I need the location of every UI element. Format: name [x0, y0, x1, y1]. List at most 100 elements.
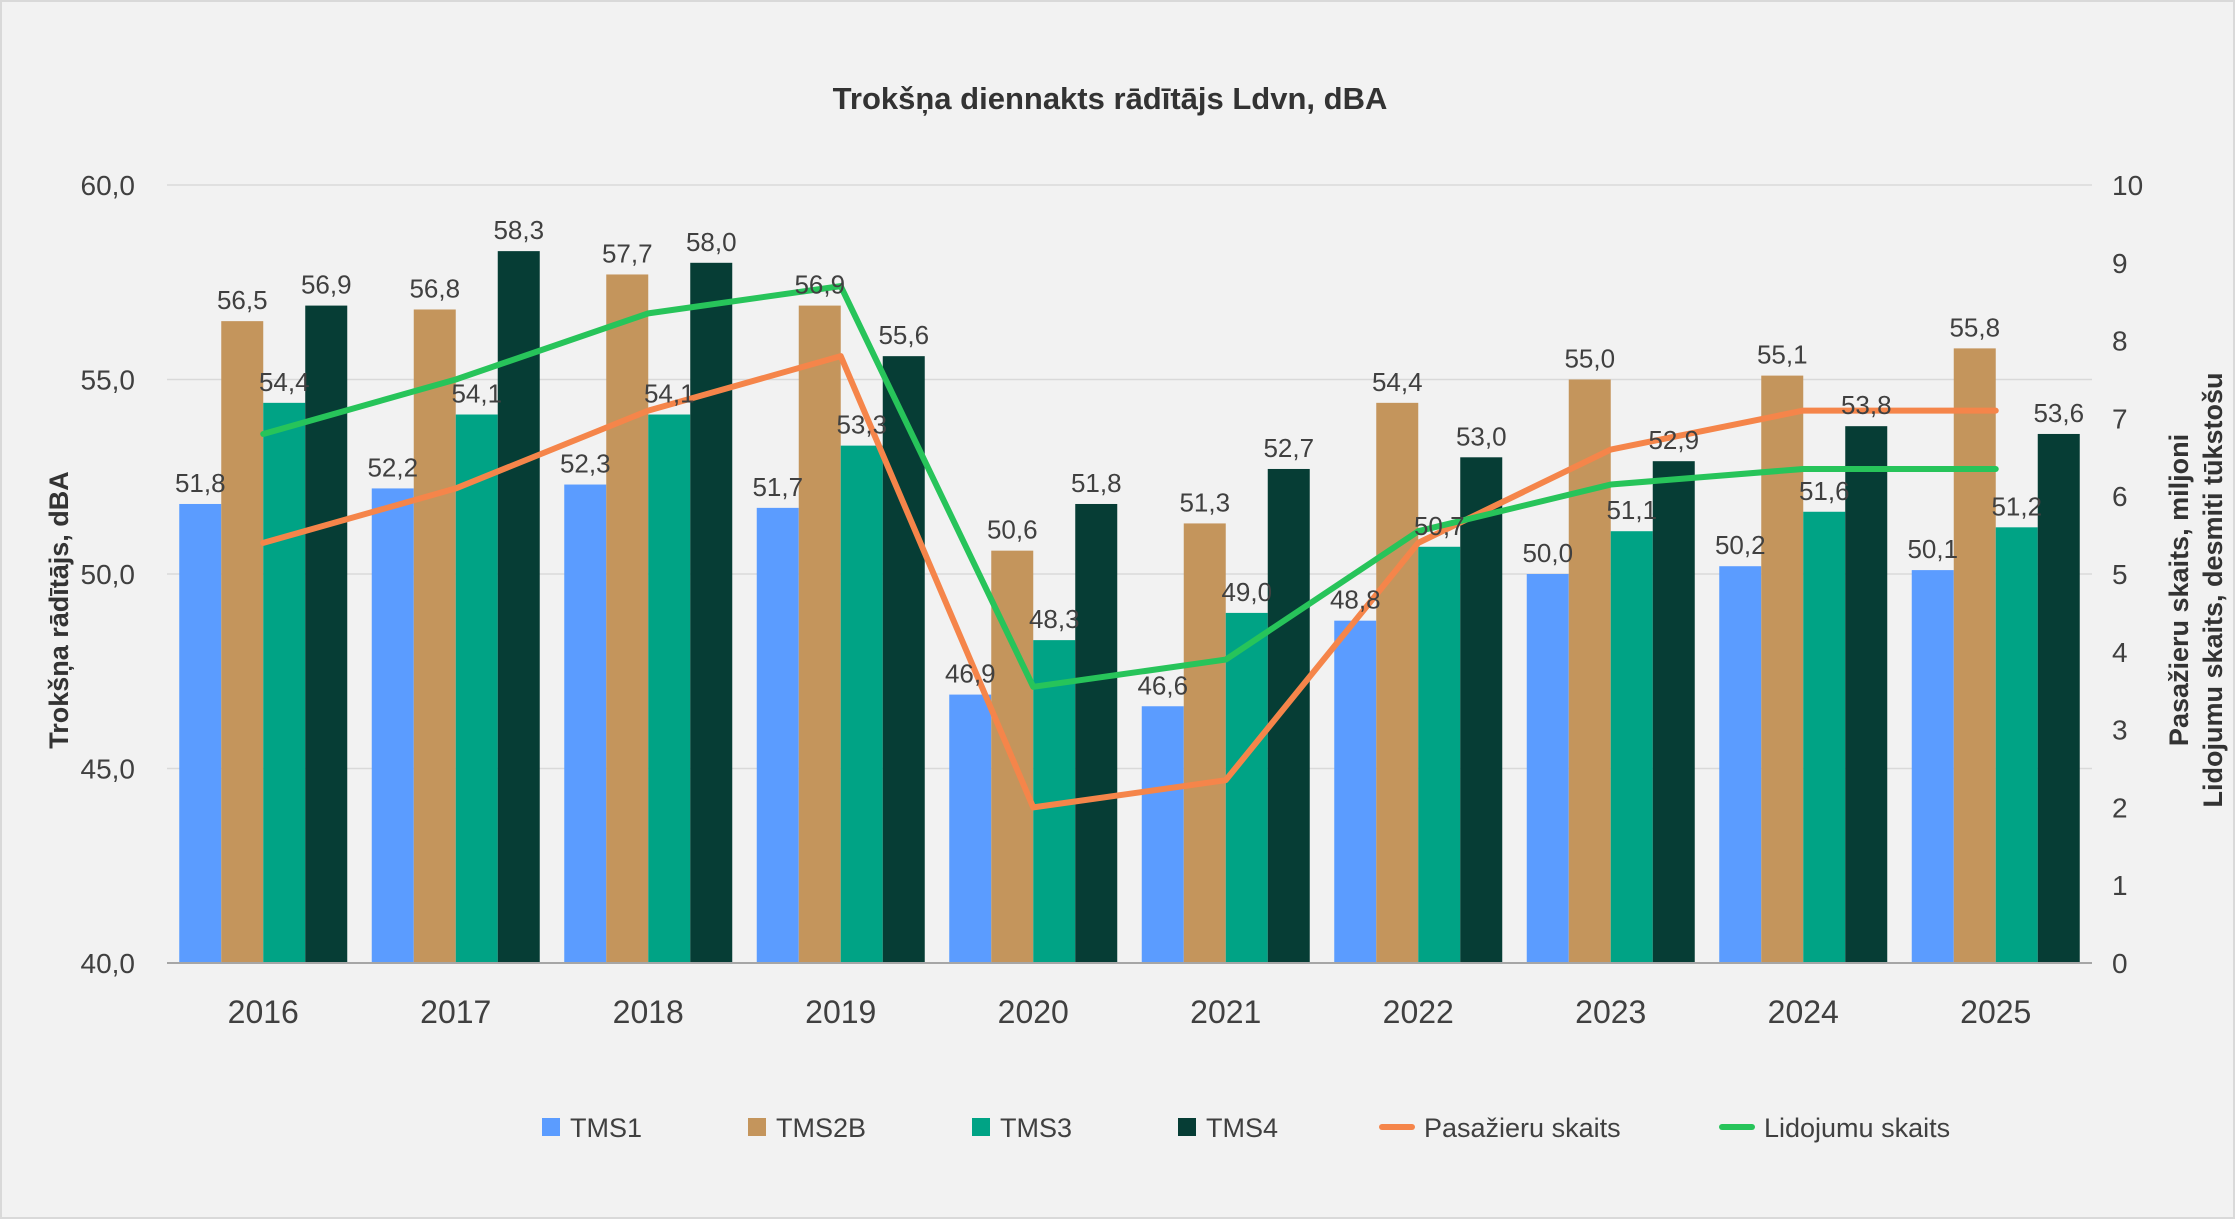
bar-tms1 [1719, 566, 1761, 963]
data-label: 49,0 [1221, 577, 1272, 607]
bar-tms2b [1184, 523, 1226, 963]
bar-tms3 [841, 446, 883, 963]
x-tick-label: 2022 [1383, 994, 1454, 1030]
data-label: 48,3 [1029, 604, 1080, 634]
legend-label: Lidojumu skaits [1764, 1113, 1950, 1143]
x-tick-label: 2017 [420, 994, 491, 1030]
y-tick-label: 40,0 [81, 948, 136, 979]
bar-tms3 [1611, 531, 1653, 963]
x-tick-label: 2025 [1960, 994, 2031, 1030]
data-label: 55,0 [1564, 344, 1615, 374]
bar-tms3 [1418, 547, 1460, 963]
data-label: 54,1 [451, 379, 502, 409]
y2-axis-title-line2: Lidojumu skaits, desmiti tūkstošu [2198, 372, 2228, 807]
data-label: 51,6 [1799, 476, 1850, 506]
legend-swatch [542, 1118, 560, 1136]
y2-tick-label: 6 [2112, 481, 2128, 512]
data-label: 51,8 [175, 468, 226, 498]
x-tick-label: 2016 [228, 994, 299, 1030]
data-label: 55,6 [878, 320, 929, 350]
bar-tms4 [2038, 434, 2080, 963]
data-label: 53,6 [2033, 398, 2084, 428]
x-tick-label: 2019 [805, 994, 876, 1030]
y2-tick-label: 0 [2112, 948, 2128, 979]
y2-tick-label: 2 [2112, 792, 2128, 823]
y-tick-label: 45,0 [81, 754, 136, 785]
bar-tms2b [1954, 348, 1996, 963]
bar-tms1 [1527, 574, 1569, 963]
legend-label: TMS3 [1000, 1113, 1072, 1143]
y-tick-label: 60,0 [81, 170, 136, 201]
data-label: 53,8 [1841, 390, 1892, 420]
data-label: 51,3 [1179, 487, 1230, 517]
bar-tms4 [1075, 504, 1117, 963]
data-label: 56,5 [217, 285, 268, 315]
y2-tick-label: 1 [2112, 870, 2128, 901]
data-label: 51,1 [1606, 495, 1657, 525]
bar-tms4 [1845, 426, 1887, 963]
y-tick-label: 55,0 [81, 365, 136, 396]
bar-tms3 [456, 415, 498, 963]
bar-tms3 [648, 415, 690, 963]
data-label: 56,9 [301, 270, 352, 300]
data-label: 50,1 [1907, 534, 1958, 564]
data-label: 51,2 [1991, 491, 2042, 521]
data-label: 58,3 [493, 215, 544, 245]
data-label: 55,1 [1757, 340, 1808, 370]
bar-tms2b [221, 321, 263, 963]
bar-tms4 [305, 306, 347, 963]
legend-label: Pasažieru skaits [1424, 1113, 1621, 1143]
y2-tick-label: 8 [2112, 326, 2128, 357]
bar-tms2b [1376, 403, 1418, 963]
y2-axis-title-line1: Pasažieru skaits, miljoni [2164, 434, 2194, 746]
data-label: 56,9 [794, 270, 845, 300]
y2-tick-label: 5 [2112, 559, 2128, 590]
data-label: 54,4 [1372, 367, 1423, 397]
bar-tms1 [179, 504, 221, 963]
data-label: 54,1 [644, 379, 695, 409]
data-label: 55,8 [1949, 312, 2000, 342]
legend-swatch [748, 1118, 766, 1136]
bar-tms1 [1334, 621, 1376, 963]
y2-tick-label: 3 [2112, 715, 2128, 746]
bar-tms3 [1226, 613, 1268, 963]
bar-tms4 [690, 263, 732, 963]
y2-tick-label: 4 [2112, 637, 2128, 668]
x-tick-label: 2018 [613, 994, 684, 1030]
data-label: 51,7 [752, 472, 803, 502]
bar-tms3 [1803, 512, 1845, 963]
bar-tms3 [1996, 527, 2038, 963]
bar-tms2b [606, 274, 648, 963]
data-label: 48,8 [1330, 585, 1381, 615]
bar-tms1 [757, 508, 799, 963]
bar-tms2b [1761, 376, 1803, 963]
chart-title: Trokšņa diennakts rādītājs Ldvn, dBA [833, 81, 1388, 116]
data-label: 46,6 [1137, 670, 1188, 700]
data-label: 53,3 [836, 410, 887, 440]
data-label: 56,8 [409, 273, 460, 303]
legend-label: TMS1 [570, 1113, 642, 1143]
y-tick-label: 50,0 [81, 559, 136, 590]
legend-label: TMS2B [776, 1113, 866, 1143]
y2-tick-label: 7 [2112, 403, 2128, 434]
data-label: 52,7 [1263, 433, 1314, 463]
bar-tms1 [372, 488, 414, 963]
data-label: 50,6 [987, 515, 1038, 545]
data-label: 52,9 [1648, 425, 1699, 455]
data-label: 52,2 [367, 452, 418, 482]
legend-swatch [972, 1118, 990, 1136]
bar-tms4 [1653, 461, 1695, 963]
data-label: 54,4 [259, 367, 310, 397]
bar-tms1 [949, 695, 991, 963]
bar-tms1 [1912, 570, 1954, 963]
bar-tms1 [1142, 706, 1184, 963]
data-label: 50,2 [1715, 530, 1766, 560]
legend-label: TMS4 [1206, 1113, 1278, 1143]
x-tick-label: 2024 [1768, 994, 1839, 1030]
data-label: 58,0 [686, 227, 737, 257]
y2-tick-label: 10 [2112, 170, 2143, 201]
x-tick-label: 2023 [1575, 994, 1646, 1030]
x-tick-label: 2020 [998, 994, 1069, 1030]
